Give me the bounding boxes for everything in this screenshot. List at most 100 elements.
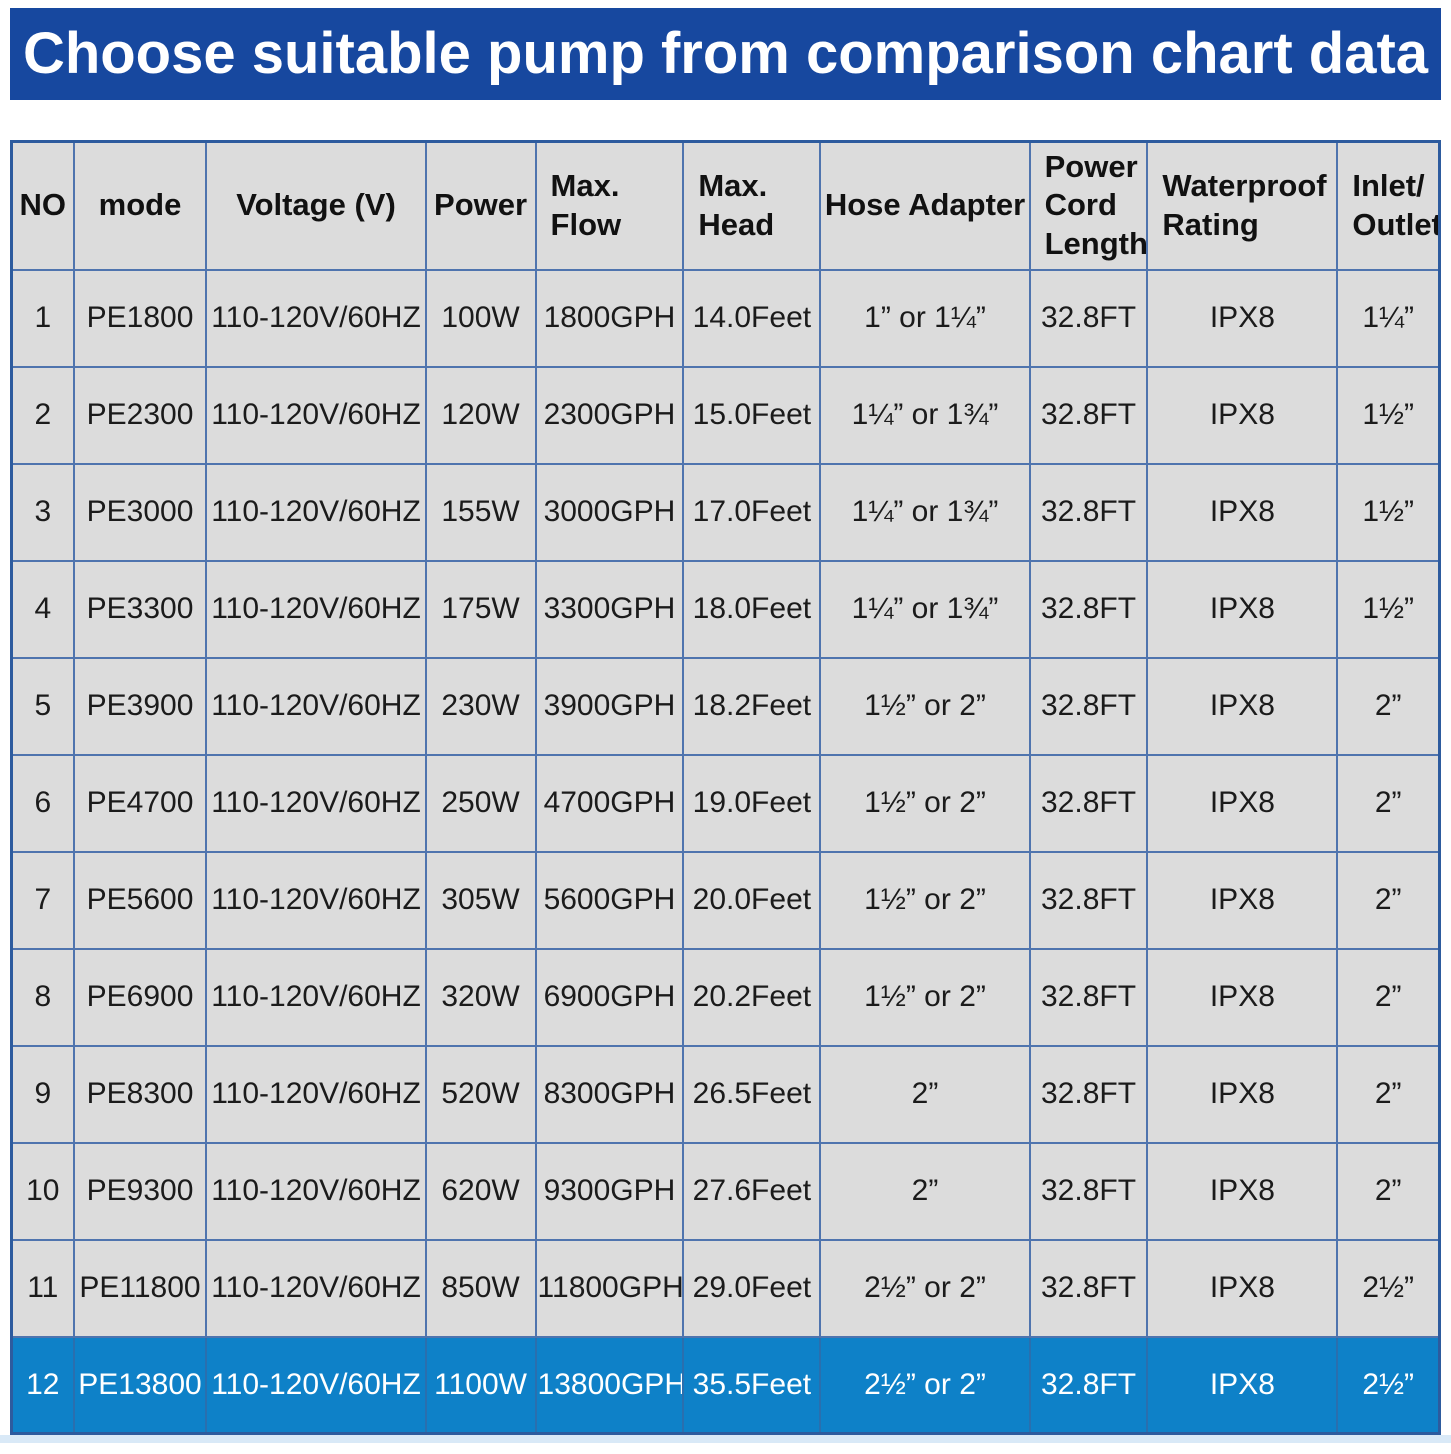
cell-inlet-outlet: 1½”: [1336, 559, 1441, 659]
cell-power-cord-length: 32.8FT: [1028, 462, 1149, 562]
table-row-pe6900: 8 PE6900 110-120V/60HZ 320W 6900GPH 20.2Feet 1…: [10, 947, 1441, 1047]
column-header-power: Power: [424, 140, 537, 271]
cell-hose-adapter: 1½” or 2”: [819, 947, 1031, 1047]
table-row-pe3300: 4 PE3300 110-120V/60HZ 175W 3300GPH 18.0Feet 1…: [10, 559, 1441, 659]
cell-voltage-v: 110-120V/60HZ: [205, 559, 427, 659]
cell-waterproof-rating: IPX8: [1146, 462, 1339, 562]
cell-voltage-v: 110-120V/60HZ: [205, 1044, 427, 1144]
cell-waterproof-rating: IPX8: [1146, 1335, 1339, 1435]
cell-max-head: 20.2Feet: [682, 947, 822, 1047]
cell-mode: PE3300: [72, 559, 208, 659]
cell-voltage-v: 110-120V/60HZ: [205, 850, 427, 950]
cell-power: 155W: [424, 462, 537, 562]
cell-power: 250W: [424, 753, 537, 853]
cell-voltage-v: 110-120V/60HZ: [205, 1238, 427, 1338]
table-row-pe13800: 12 PE13800 110-120V/60HZ 1100W 13800GPH 35.5F…: [10, 1335, 1441, 1435]
cell-max-flow: 5600GPH: [534, 850, 685, 950]
table-row-pe11800: 11 PE11800 110-120V/60HZ 850W 11800GPH 29.0Fe…: [10, 1238, 1441, 1338]
table-row-pe4700: 6 PE4700 110-120V/60HZ 250W 4700GPH 19.0Feet 1…: [10, 753, 1441, 853]
cell-waterproof-rating: IPX8: [1146, 1141, 1339, 1241]
cell-voltage-v: 110-120V/60HZ: [205, 268, 427, 368]
cell-max-flow: 6900GPH: [534, 947, 685, 1047]
cell-no: 3: [10, 462, 75, 562]
cell-hose-adapter: 2”: [819, 1044, 1031, 1144]
cell-mode: PE2300: [72, 365, 208, 465]
cell-hose-adapter: 1¼” or 1¾”: [819, 462, 1031, 562]
cell-no: 4: [10, 559, 75, 659]
cell-hose-adapter: 1¼” or 1¾”: [819, 559, 1031, 659]
cell-mode: PE13800: [72, 1335, 208, 1435]
cell-max-flow: 3000GPH: [534, 462, 685, 562]
column-header-hose-adapter: Hose Adapter: [819, 140, 1031, 271]
cell-voltage-v: 110-120V/60HZ: [205, 1335, 427, 1435]
cell-power: 100W: [424, 268, 537, 368]
cell-no: 2: [10, 365, 75, 465]
cell-max-head: 26.5Feet: [682, 1044, 822, 1144]
cell-max-head: 27.6Feet: [682, 1141, 822, 1241]
cell-max-head: 20.0Feet: [682, 850, 822, 950]
cell-power-cord-length: 32.8FT: [1028, 365, 1149, 465]
cell-voltage-v: 110-120V/60HZ: [205, 365, 427, 465]
table-row-pe1800: 1 PE1800 110-120V/60HZ 100W 1800GPH 14.0Feet 1…: [10, 268, 1441, 368]
cell-mode: PE9300: [72, 1141, 208, 1241]
cell-power-cord-length: 32.8FT: [1028, 1044, 1149, 1144]
cell-no: 5: [10, 656, 75, 756]
pump-comparison-table: NO mode Voltage (V) Power Max. Flow Max. Head…: [10, 140, 1441, 1435]
cell-mode: PE4700: [72, 753, 208, 853]
cell-mode: PE3900: [72, 656, 208, 756]
cell-power: 120W: [424, 365, 537, 465]
cell-inlet-outlet: 2”: [1336, 1141, 1441, 1241]
cell-voltage-v: 110-120V/60HZ: [205, 753, 427, 853]
cell-waterproof-rating: IPX8: [1146, 656, 1339, 756]
cell-waterproof-rating: IPX8: [1146, 365, 1339, 465]
column-header-power-cord-length: Power Cord Length: [1028, 140, 1149, 271]
table-row-pe2300: 2 PE2300 110-120V/60HZ 120W 2300GPH 15.0Feet 1…: [10, 365, 1441, 465]
cell-no: 9: [10, 1044, 75, 1144]
cell-mode: PE5600: [72, 850, 208, 950]
cell-inlet-outlet: 2”: [1336, 850, 1441, 950]
cell-voltage-v: 110-120V/60HZ: [205, 462, 427, 562]
column-header-voltage-v: Voltage (V): [205, 140, 427, 271]
cell-waterproof-rating: IPX8: [1146, 268, 1339, 368]
cell-max-head: 19.0Feet: [682, 753, 822, 853]
page-title: Choose suitable pump from comparison cha…: [10, 8, 1441, 100]
cell-max-flow: 2300GPH: [534, 365, 685, 465]
cell-hose-adapter: 1½” or 2”: [819, 656, 1031, 756]
cell-power: 320W: [424, 947, 537, 1047]
column-header-mode: mode: [72, 140, 208, 271]
cell-hose-adapter: 2”: [819, 1141, 1031, 1241]
cell-power-cord-length: 32.8FT: [1028, 850, 1149, 950]
cell-power: 1100W: [424, 1335, 537, 1435]
cell-waterproof-rating: IPX8: [1146, 947, 1339, 1047]
cell-max-head: 17.0Feet: [682, 462, 822, 562]
cell-power: 520W: [424, 1044, 537, 1144]
table-row-pe9300: 10 PE9300 110-120V/60HZ 620W 9300GPH 27.6Feet…: [10, 1141, 1441, 1241]
cell-waterproof-rating: IPX8: [1146, 1044, 1339, 1144]
cell-no: 7: [10, 850, 75, 950]
cell-power: 850W: [424, 1238, 537, 1338]
cell-max-flow: 3300GPH: [534, 559, 685, 659]
cell-inlet-outlet: 2½”: [1336, 1238, 1441, 1338]
cell-no: 8: [10, 947, 75, 1047]
cell-inlet-outlet: 2”: [1336, 1044, 1441, 1144]
table-row-pe3900: 5 PE3900 110-120V/60HZ 230W 3900GPH 18.2Feet 1…: [10, 656, 1441, 756]
cell-max-head: 35.5Feet: [682, 1335, 822, 1435]
cell-power-cord-length: 32.8FT: [1028, 559, 1149, 659]
table-row-pe5600: 7 PE5600 110-120V/60HZ 305W 5600GPH 20.0Feet 1…: [10, 850, 1441, 950]
cell-max-flow: 9300GPH: [534, 1141, 685, 1241]
cell-power-cord-length: 32.8FT: [1028, 1238, 1149, 1338]
cell-voltage-v: 110-120V/60HZ: [205, 1141, 427, 1241]
cell-waterproof-rating: IPX8: [1146, 559, 1339, 659]
cell-waterproof-rating: IPX8: [1146, 753, 1339, 853]
cell-max-flow: 1800GPH: [534, 268, 685, 368]
cell-no: 11: [10, 1238, 75, 1338]
cell-mode: PE8300: [72, 1044, 208, 1144]
table-body: 1 PE1800 110-120V/60HZ 100W 1800GPH 14.0Feet 1…: [10, 268, 1441, 1435]
cell-max-flow: 13800GPH: [534, 1335, 685, 1435]
cell-power: 305W: [424, 850, 537, 950]
cell-hose-adapter: 2½” or 2”: [819, 1238, 1031, 1338]
cell-power-cord-length: 32.8FT: [1028, 1141, 1149, 1241]
cell-power: 175W: [424, 559, 537, 659]
cell-waterproof-rating: IPX8: [1146, 1238, 1339, 1338]
cell-hose-adapter: 1” or 1¼”: [819, 268, 1031, 368]
